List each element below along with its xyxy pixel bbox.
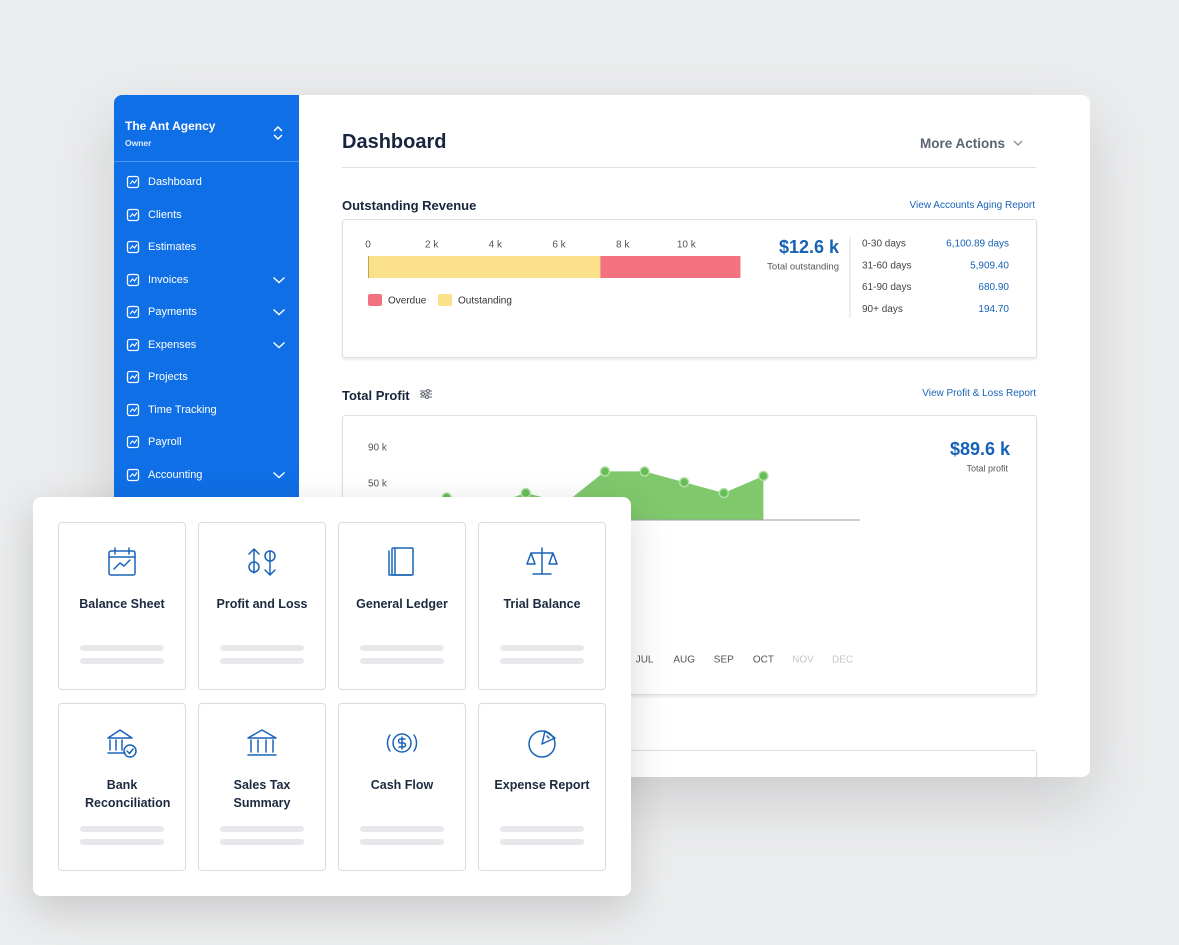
nav-icon[interactable] [126, 435, 140, 449]
placeholder [80, 645, 164, 651]
placeholder [360, 645, 444, 651]
nav-item[interactable]: Payroll [148, 436, 182, 448]
report-card[interactable]: Trial Balance [478, 522, 606, 690]
report-title: Profit and Loss [216, 597, 308, 611]
placeholder [80, 658, 164, 664]
org-role: Owner [125, 138, 152, 148]
report-title: Expense Report [494, 778, 590, 792]
report-icon [528, 730, 556, 758]
nav-icon[interactable] [126, 240, 140, 254]
report-card[interactable]: Bank Reconciliation [58, 703, 186, 871]
reports-panel: Balance Sheet Profit and Loss General Ledg… [33, 497, 631, 896]
report-link[interactable]: View Accounts Aging Report [909, 200, 1035, 211]
report-icon [247, 729, 277, 756]
report-icon [248, 548, 276, 576]
section-title: Total Profit [342, 388, 410, 403]
nav-item[interactable]: Dashboard [148, 176, 202, 188]
nav-chevron[interactable] [272, 340, 286, 350]
placeholder [500, 826, 584, 832]
revenue-card [342, 219, 1037, 358]
nav-icon[interactable] [126, 370, 140, 384]
nav-icon[interactable] [126, 468, 140, 482]
page-title: Dashboard [342, 131, 447, 153]
nav-chevron[interactable] [272, 470, 286, 480]
report-title: General Ledger [356, 597, 448, 611]
placeholder [220, 658, 304, 664]
report-card[interactable]: Expense Report [478, 703, 606, 871]
placeholder [500, 839, 584, 845]
nav-item[interactable]: Estimates [148, 241, 197, 253]
report-icon [388, 547, 414, 576]
sidebar-divider [114, 161, 299, 162]
nav-icon[interactable] [126, 175, 140, 189]
report-icon [108, 547, 136, 576]
placeholder [220, 839, 304, 845]
nav-chevron[interactable] [272, 307, 286, 317]
nav-item[interactable]: Payments [148, 306, 197, 318]
nav-icon[interactable] [126, 208, 140, 222]
report-card[interactable]: Cash Flow [338, 703, 466, 871]
report-title: Trial Balance [503, 597, 581, 611]
placeholder [360, 839, 444, 845]
report-card[interactable]: Profit and Loss [198, 522, 326, 690]
nav-item[interactable]: Expenses [148, 338, 197, 351]
nav-item[interactable]: Projects [148, 371, 188, 383]
nav-item[interactable]: Time Tracking [148, 403, 217, 416]
placeholder [500, 645, 584, 651]
report-title: Sales Tax Summary [233, 778, 291, 810]
more-actions-chevron[interactable] [1012, 138, 1024, 148]
org-switch-icon[interactable] [272, 125, 284, 141]
report-link[interactable]: View Profit & Loss Report [922, 388, 1036, 399]
header-divider [342, 167, 1036, 168]
nav-icon[interactable] [126, 273, 140, 287]
placeholder [80, 826, 164, 832]
nav-icon[interactable] [126, 305, 140, 319]
placeholder [360, 826, 444, 832]
report-icon [386, 733, 418, 753]
report-title: Cash Flow [370, 778, 434, 792]
filter-icon[interactable] [419, 388, 433, 400]
report-card[interactable]: General Ledger [338, 522, 466, 690]
report-card[interactable]: Balance Sheet [58, 522, 186, 690]
report-icon [107, 729, 137, 758]
report-icon [526, 547, 558, 575]
report-title: Balance Sheet [79, 597, 165, 611]
placeholder [360, 658, 444, 664]
placeholder [80, 839, 164, 845]
report-title: Bank Reconciliation [85, 778, 171, 810]
more-actions[interactable]: More Actions [920, 136, 1006, 151]
section-title: Outstanding Revenue [342, 198, 477, 213]
nav-item[interactable]: Accounting [148, 468, 203, 481]
nav-icon[interactable] [126, 338, 140, 352]
nav-item[interactable]: Clients [148, 208, 182, 221]
nav-icon[interactable] [126, 403, 140, 417]
nav-item[interactable]: Invoices [148, 273, 189, 286]
placeholder [220, 826, 304, 832]
nav-chevron[interactable] [272, 275, 286, 285]
report-card[interactable]: Sales Tax Summary [198, 703, 326, 871]
placeholder [500, 658, 584, 664]
org-name[interactable]: The Ant Agency [125, 119, 216, 133]
placeholder [220, 645, 304, 651]
